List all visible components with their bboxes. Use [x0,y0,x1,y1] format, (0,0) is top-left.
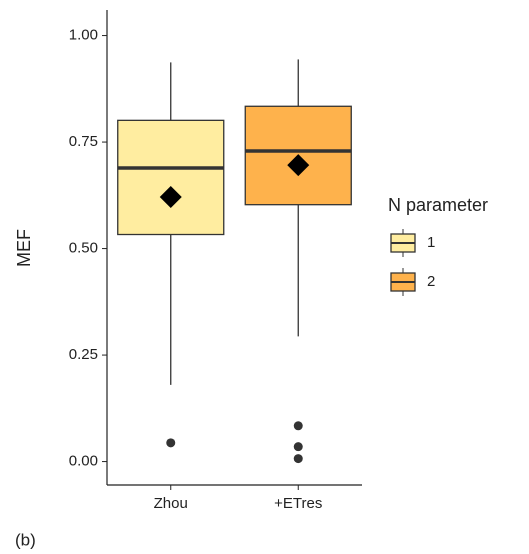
y-axis-label: MEF [14,229,34,267]
box [117,119,225,236]
mean-marker [287,154,310,177]
outlier [293,442,303,452]
caption: (b) [15,530,36,549]
y-tick-label: 1.00 [69,27,98,44]
outlier [166,438,176,448]
outlier [293,421,303,431]
outlier [293,454,303,464]
y-tick-label: 0.50 [69,240,98,257]
legend-label: 2 [427,273,435,290]
y-tick-label: 0.75 [69,133,98,150]
y-tick-label: 0.25 [69,346,98,363]
y-tick-label: 0.00 [69,453,98,470]
x-tick-label: Zhou [154,495,188,512]
x-tick-label: +ETres [274,495,322,512]
legend-title: N parameter [388,195,488,215]
legend-label: 1 [427,234,435,251]
mean-marker [159,186,182,209]
